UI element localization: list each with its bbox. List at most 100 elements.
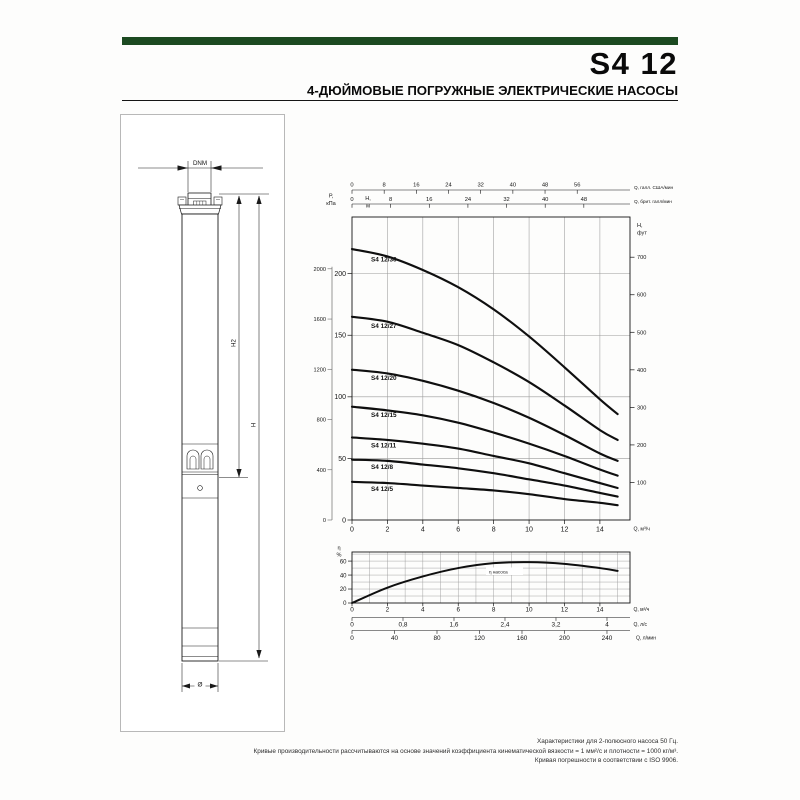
svg-text:2,4: 2,4 (501, 622, 510, 629)
svg-text:56: 56 (574, 183, 580, 189)
axis-us-gpm: 0 8 16 24 32 40 48 56 Q, галл. США/мин (350, 183, 673, 194)
svg-text:10: 10 (526, 607, 534, 614)
header-accent-bar (122, 37, 678, 45)
pump-curve (350, 405, 619, 477)
svg-text:Р,: Р, (329, 194, 334, 200)
svg-text:1600: 1600 (314, 317, 326, 323)
svg-text:0: 0 (350, 527, 354, 534)
pump-body (177, 192, 223, 662)
svg-text:0: 0 (342, 517, 346, 524)
pump-curve-labels: S4 12/36 S4 12/27 S4 12/20 S4 12/15 S4 12/11… (371, 256, 397, 493)
svg-text:1200: 1200 (314, 367, 326, 373)
svg-text:40: 40 (510, 183, 516, 189)
svg-text:8: 8 (492, 607, 496, 614)
svg-text:0,8: 0,8 (399, 622, 408, 629)
svg-text:50: 50 (338, 456, 346, 463)
diameter-label: Ø (198, 682, 203, 689)
svg-text:Q, л/мин: Q, л/мин (636, 635, 656, 641)
svg-text:6: 6 (456, 607, 460, 614)
axis-l-min: 0 40 80 120 160 200 240 Q, л/мин (350, 630, 656, 642)
svg-text:Q, л/с: Q, л/с (634, 622, 648, 628)
pump-curve (350, 436, 619, 490)
dimension-h2: H2 (219, 193, 269, 478)
intake-screen-left (186, 449, 200, 470)
svg-text:1,6: 1,6 (450, 622, 459, 629)
svg-text:12: 12 (561, 607, 569, 614)
svg-text:0: 0 (343, 601, 347, 607)
dimension-h: H (219, 195, 268, 662)
svg-text:2: 2 (386, 607, 390, 614)
svg-text:4: 4 (421, 607, 425, 614)
svg-text:фут: фут (637, 231, 647, 237)
svg-text:16: 16 (413, 183, 419, 189)
svg-text:60: 60 (340, 559, 347, 565)
svg-text:2: 2 (385, 527, 389, 534)
svg-text:100: 100 (637, 480, 646, 486)
axis-ft: 100 200 300 400 500 600 700 Н, фут (630, 223, 647, 486)
efficiency-curve-path (351, 561, 619, 604)
svg-text:40: 40 (542, 197, 548, 203)
pump-outline-drawing: DNM H2 H (138, 160, 269, 692)
svg-text:8: 8 (383, 183, 386, 189)
main-chart-grid (351, 216, 631, 521)
footer-line: Кривые производительности рассчитываются… (253, 747, 678, 755)
svg-text:240: 240 (602, 635, 613, 642)
dnm-label: DNM (193, 160, 207, 167)
main-axis-q: 0 2 4 6 8 10 12 14 Q, м³/ч (350, 520, 650, 534)
svg-text:Q, м³/ч: Q, м³/ч (634, 527, 651, 533)
svg-text:40: 40 (391, 635, 399, 642)
svg-text:48: 48 (581, 197, 587, 203)
page-title: S4 12 (589, 46, 678, 81)
svg-text:160: 160 (517, 635, 528, 642)
svg-text:S4 12/20: S4 12/20 (371, 375, 397, 382)
svg-text:2000: 2000 (314, 267, 326, 273)
svg-text:4: 4 (421, 527, 425, 534)
footer-notes: Характеристики для 2-полюсного насоса 50… (254, 737, 678, 766)
svg-text:Н,: Н, (365, 196, 371, 202)
svg-text:%: % (337, 553, 342, 559)
pump-curve (350, 480, 619, 507)
svg-text:200: 200 (334, 271, 346, 278)
svg-text:S4 12/36: S4 12/36 (371, 256, 397, 263)
svg-text:0: 0 (350, 635, 354, 642)
svg-text:S4 12/8: S4 12/8 (371, 464, 393, 471)
svg-text:400: 400 (317, 468, 326, 474)
eff-axis-eta: 0 20 40 60 η% (337, 546, 352, 607)
footer-line: Кривая погрешности в соответствии с ISO … (534, 757, 678, 765)
pump-curve (350, 458, 619, 498)
svg-text:120: 120 (474, 635, 485, 642)
svg-text:24: 24 (445, 183, 452, 189)
svg-text:600: 600 (637, 293, 646, 299)
svg-text:20: 20 (340, 587, 347, 593)
svg-text:Q, галл. США/мин: Q, галл. США/мин (634, 185, 673, 190)
svg-text:3,2: 3,2 (552, 622, 561, 629)
svg-text:0: 0 (350, 607, 354, 614)
svg-text:800: 800 (317, 418, 326, 424)
svg-text:10: 10 (525, 527, 533, 534)
efficiency-curve: η насоса (351, 561, 619, 604)
axis-imp-gpm: 0 8 16 24 32 40 48 Q, брит. галл/мин (350, 197, 672, 208)
eff-axis-q: 0 2 4 6 8 10 12 14 Q, м³/ч (350, 603, 650, 614)
svg-text:500: 500 (637, 330, 646, 336)
svg-text:400: 400 (637, 368, 646, 374)
svg-text:η насоса: η насоса (489, 569, 508, 574)
dimension-dnm: DNM (138, 160, 263, 192)
svg-text:0: 0 (350, 197, 353, 203)
cable-entry (197, 485, 203, 491)
svg-text:16: 16 (426, 197, 432, 203)
h2-label: H2 (232, 339, 238, 347)
page-subtitle: 4-ДЮЙМОВЫЕ ПОГРУЖНЫЕ ЭЛЕКТРИЧЕСКИЕ НАСОС… (306, 83, 678, 98)
svg-text:48: 48 (542, 183, 548, 189)
svg-text:32: 32 (503, 197, 509, 203)
svg-text:24: 24 (465, 197, 472, 203)
header-divider (122, 100, 678, 101)
pump-curve (350, 368, 619, 462)
eff-chart-grid (351, 551, 631, 604)
svg-text:S4 12/15: S4 12/15 (371, 412, 397, 419)
svg-text:12: 12 (561, 527, 569, 534)
svg-text:0: 0 (323, 518, 326, 524)
svg-text:14: 14 (596, 607, 604, 614)
svg-text:200: 200 (637, 443, 646, 449)
